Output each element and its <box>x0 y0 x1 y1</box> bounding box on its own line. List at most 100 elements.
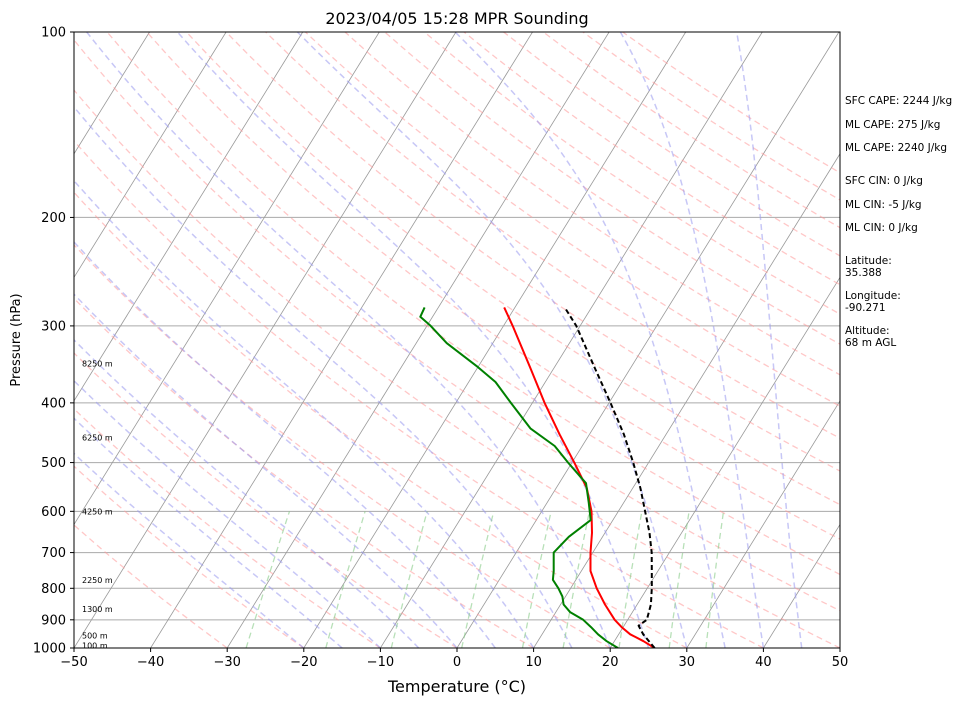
x-tick-label: −50 <box>60 655 87 670</box>
height-label: 1300 m <box>82 605 113 614</box>
isotherm-line <box>74 32 304 402</box>
x-tick-label: −20 <box>290 655 317 670</box>
x-tick-label: −30 <box>213 655 240 670</box>
height-label: 4250 m <box>82 507 113 516</box>
y-tick-label: 1000 <box>33 642 66 657</box>
mixing-ratio-line <box>668 511 690 648</box>
annotation-text: Altitude: <box>845 325 890 337</box>
isotherm-line <box>763 523 840 648</box>
height-label: 100 m <box>82 641 108 650</box>
annotation-text: ML CIN: 0 J/kg <box>845 222 918 234</box>
annotation-text: -90.271 <box>845 302 886 314</box>
background-lines <box>74 32 840 648</box>
annotation-text: SFC CAPE: 2244 J/kg <box>845 95 952 107</box>
mixing-ratio-line <box>245 511 291 648</box>
moist-adiabat-line <box>176 32 650 648</box>
moist-adiabat-line <box>735 32 803 648</box>
parcel-profile <box>563 306 656 648</box>
dry-adiabat-line <box>265 32 840 439</box>
dry-adiabat-line <box>74 352 458 648</box>
isotherm-line <box>609 276 840 648</box>
isotherm-line <box>74 32 457 648</box>
dry-adiabat-line <box>74 191 688 648</box>
y-tick-label: 900 <box>41 613 66 628</box>
isotherm-line <box>456 32 840 648</box>
y-tick-label: 700 <box>41 546 66 561</box>
y-tick-label: 600 <box>41 505 66 520</box>
y-tick-label: 100 <box>41 26 66 41</box>
dry-adiabat-line <box>74 38 840 612</box>
moist-adiabat-line <box>74 240 496 648</box>
mixing-ratio-line <box>618 511 643 648</box>
moist-adiabat-line <box>74 379 381 648</box>
annotation-text: ML CAPE: 275 J/kg <box>845 119 940 131</box>
annotation-text: Latitude: <box>845 255 892 267</box>
height-label: 6250 m <box>82 433 113 442</box>
dry-adiabat-line <box>463 32 840 286</box>
dry-adiabat-line <box>423 32 840 315</box>
dry-adiabat-line <box>74 297 534 648</box>
sounding-profiles <box>419 306 656 648</box>
dewpoint-profile <box>419 306 619 648</box>
dry-adiabat-line <box>74 139 764 648</box>
isotherm-line <box>74 32 150 155</box>
y-tick-label: 500 <box>41 456 66 471</box>
temperature-profile <box>503 306 656 648</box>
y-tick-label: 200 <box>41 211 66 226</box>
moist-adiabat-line <box>86 32 611 648</box>
x-axis-ticks: −50 −40 −30 −20 −10 0 10 20 30 40 50 <box>60 648 848 670</box>
mixing-ratio-line <box>390 511 428 648</box>
chart-title: 2023/04/05 15:28 MPR Sounding <box>325 9 588 28</box>
moist-adiabat-line <box>619 32 765 648</box>
annotation-text: Longitude: <box>845 290 901 302</box>
moist-adiabat-line <box>74 338 420 648</box>
mixing-ratio-line <box>705 511 725 648</box>
height-label: 8250 m <box>82 359 113 368</box>
isotherm-line <box>74 32 227 279</box>
mixing-ratio-line <box>521 511 552 648</box>
sounding-annotations: SFC CAPE: 2244 J/kg ML CAPE: 275 J/kg ML C… <box>845 95 952 349</box>
x-tick-label: 0 <box>453 655 461 670</box>
dry-adiabat-line <box>74 243 611 648</box>
x-tick-label: −40 <box>137 655 164 670</box>
dry-adiabat-line <box>304 32 840 407</box>
mixing-ratio-line <box>562 511 591 648</box>
isotherm-line <box>380 32 763 648</box>
annotation-text: 68 m AGL <box>845 337 896 349</box>
isotherm-line <box>686 400 840 648</box>
x-tick-label: 30 <box>679 655 696 670</box>
annotation-text: 35.388 <box>845 267 882 279</box>
mixing-ratio-line <box>325 511 366 648</box>
dry-adiabat-line <box>146 32 840 540</box>
dry-adiabat-line <box>74 524 228 648</box>
isotherm-line <box>533 153 840 648</box>
moist-adiabat-line <box>74 179 535 648</box>
y-tick-label: 300 <box>41 319 66 334</box>
moist-adiabat-line <box>74 293 458 648</box>
dry-adiabat-line <box>185 32 840 506</box>
moist-adiabat-line <box>454 32 726 648</box>
y-axis-label: Pressure (hPa) <box>9 293 24 386</box>
x-tick-label: −10 <box>367 655 394 670</box>
dry-adiabat-line <box>74 465 305 648</box>
x-tick-label: 50 <box>832 655 849 670</box>
dry-adiabat-line <box>344 32 840 376</box>
dry-adiabat-line <box>106 32 840 576</box>
isotherm-line <box>226 32 610 648</box>
x-tick-label: 20 <box>602 655 619 670</box>
x-axis-label: Temperature (°C) <box>387 677 526 696</box>
dry-adiabat-line <box>74 89 840 648</box>
isotherm-line <box>150 32 533 648</box>
mixing-ratio-line <box>461 511 495 648</box>
height-label: 2250 m <box>82 576 113 585</box>
y-tick-label: 800 <box>41 582 66 597</box>
y-tick-label: 400 <box>41 396 66 411</box>
y-axis-ticks: 100 200 300 400 500 600 700 800 900 1000 <box>33 26 74 657</box>
moist-adiabat-line <box>74 105 573 648</box>
isotherm-line <box>303 32 687 648</box>
annotation-text: ML CIN: -5 J/kg <box>845 199 922 211</box>
dry-adiabat-line <box>74 408 381 648</box>
